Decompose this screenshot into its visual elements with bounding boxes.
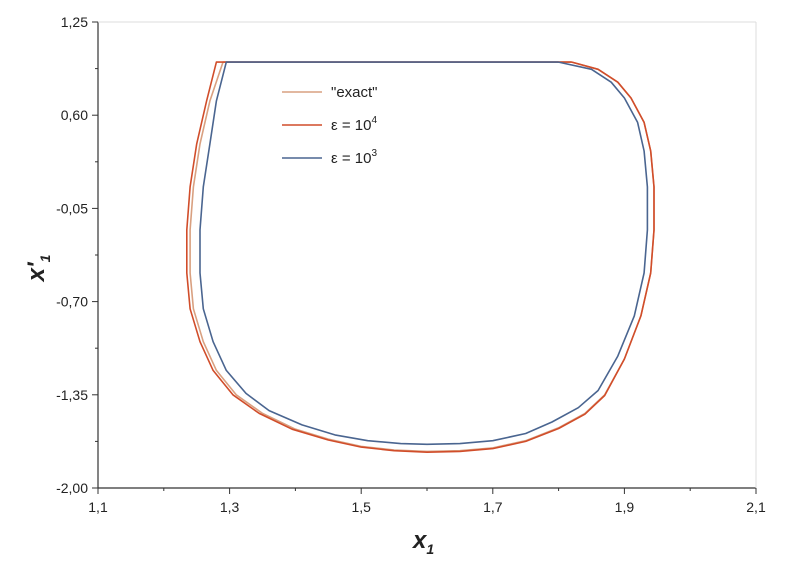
x-tick-label: 2,1 — [746, 499, 766, 515]
x-ticks: 1,1 1,3 1,5 1,7 1,9 2,1 — [88, 488, 766, 515]
y-tick-label: -0,05 — [56, 200, 88, 216]
legend-label-eps-1e4: ε = 104 — [331, 115, 377, 134]
y-tick-label: 1,25 — [61, 14, 88, 30]
y-ticks: 1,25 0,60 -0,05 -0,70 -1,35 -2,00 — [56, 14, 98, 496]
y-tick-label: -0,70 — [56, 294, 88, 310]
x-tick-label: 1,7 — [483, 499, 503, 515]
legend-label-eps-1e3: ε = 103 — [331, 148, 377, 167]
legend: "exact" ε = 104 ε = 103 — [282, 84, 378, 167]
y-tick-label: 0,60 — [61, 107, 88, 123]
series-line-eps-1e4 — [186, 61, 655, 454]
y-tick-label: -1,35 — [56, 387, 88, 403]
x-tick-label: 1,9 — [615, 499, 635, 515]
x-axis-title: x1 — [411, 527, 434, 557]
x-tick-label: 1,3 — [220, 499, 240, 515]
x-tick-label: 1,5 — [351, 499, 371, 515]
y-tick-label: -2,00 — [56, 480, 88, 496]
plot-frame — [97, 21, 757, 489]
series-line-eps-1e3 — [199, 61, 649, 446]
y-axis-title-group: x'1 — [23, 254, 53, 283]
series-layer — [186, 61, 655, 454]
y-axis-title: x'1 — [23, 254, 53, 283]
legend-label-exact: "exact" — [331, 84, 378, 101]
x-tick-label: 1,1 — [88, 499, 108, 515]
series-line-exact — [189, 61, 655, 453]
